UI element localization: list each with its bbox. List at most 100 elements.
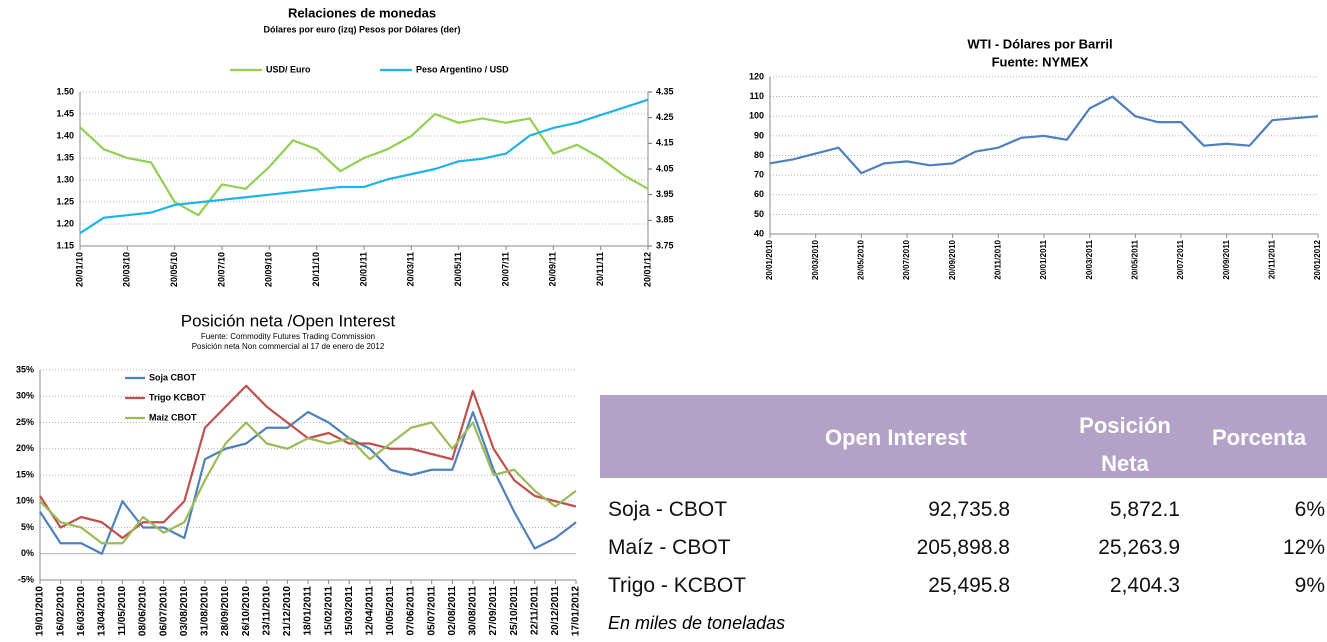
table-cell: 92,735.8: [928, 498, 1010, 521]
y-tick-label: 60: [754, 189, 764, 199]
chart-subtitle: Dólares por euro (izq) Pesos por Dólares…: [263, 24, 460, 34]
y-tick-label: 1.20: [56, 218, 74, 228]
chart-title: Posición neta /Open Interest: [181, 311, 396, 330]
chart-subtitle: Fuente: NYMEX: [992, 54, 1089, 69]
x-tick-label: 20/01/2011: [1039, 239, 1048, 279]
y2-tick-label: 3.75: [656, 240, 674, 250]
x-tick-label: 17/01/2012: [571, 586, 582, 636]
table-cell: 9%: [1294, 574, 1325, 597]
x-tick-label: 20/03/2010: [811, 239, 820, 280]
y-tick-label: 1.30: [56, 174, 74, 184]
y-tick-label: 1.35: [56, 152, 74, 162]
x-tick-label: 11/05/2010: [117, 586, 128, 636]
chart-subtitle: Fuente: Commodity Futures Trading Commis…: [201, 332, 375, 341]
x-tick-label: 20/03/11: [406, 252, 416, 287]
header-cell: Porcenta: [1212, 425, 1307, 450]
chart-title: WTI - Dólares por Barril: [967, 36, 1112, 51]
y-tick-label: 90: [754, 130, 764, 140]
y-tick-label: 15%: [16, 469, 34, 479]
chart-subtitle: Posición neta Non commercial al 17 de en…: [192, 342, 385, 351]
header-cell: Open Interest: [825, 425, 967, 450]
y2-tick-label: 4.05: [656, 163, 674, 173]
x-tick-label: 07/06/2011: [406, 586, 417, 636]
x-tick-label: 21/12/2010: [282, 586, 293, 636]
x-tick-label: 20/11/2010: [993, 239, 1002, 279]
x-tick-label: 26/10/2010: [241, 586, 252, 636]
x-tick-label: 20/05/10: [169, 252, 179, 287]
y-tick-label: -5%: [18, 574, 34, 584]
table-cell: 25,495.8: [928, 574, 1010, 597]
series-line: [769, 95, 1319, 175]
table-note: En miles de toneladas: [608, 613, 786, 633]
x-tick-label: 05/07/2011: [426, 586, 437, 636]
y-tick-label: 35%: [16, 364, 34, 374]
x-tick-label: 20/09/2011: [1222, 239, 1231, 279]
x-tick-label: 20/01/2010: [765, 239, 774, 280]
x-tick-label: 20/01/10: [74, 252, 84, 287]
x-tick-label: 20/09/10: [264, 252, 274, 287]
chart-title: Relaciones de monedas: [288, 5, 436, 20]
x-tick-label: 15/03/2011: [344, 586, 355, 636]
y-tick-label: 100: [749, 111, 764, 121]
x-tick-label: 12/04/2011: [364, 586, 375, 636]
header-cell: Posición Neta: [1079, 413, 1171, 476]
x-tick-label: 22/11/2011: [529, 586, 540, 635]
y2-tick-label: 4.35: [656, 86, 674, 96]
x-tick-label: 30/08/2011: [468, 586, 479, 636]
y-tick-label: 0%: [21, 548, 34, 558]
row-label: Trigo - KCBOT: [608, 574, 747, 597]
x-tick-label: 10/05/2011: [385, 586, 396, 636]
legend-label: Peso Argentino / USD: [416, 64, 509, 74]
table-cell: 5,872.1: [1109, 498, 1180, 521]
x-tick-label: 16/02/2010: [55, 586, 66, 636]
y-tick-label: 40: [754, 228, 764, 238]
y-tick-label: 1.45: [56, 108, 74, 118]
x-tick-label: 20/03/10: [122, 252, 132, 287]
table-cell: 12%: [1282, 536, 1325, 559]
table-cell: 205,898.8: [916, 536, 1010, 559]
x-tick-label: 20/09/2010: [948, 239, 957, 280]
y-tick-label: 10%: [16, 496, 34, 506]
x-tick-label: 20/01/11: [358, 252, 368, 287]
x-tick-label: 16/03/2010: [76, 586, 87, 636]
y-tick-label: 120: [749, 71, 764, 81]
x-tick-label: 20/11/2011: [1267, 239, 1276, 279]
x-tick-label: 20/05/2011: [1130, 239, 1139, 279]
series-line: [79, 112, 649, 217]
x-tick-label: 20/03/2011: [1085, 239, 1094, 279]
x-tick-label: 20/07/10: [216, 252, 226, 287]
y2-tick-label: 4.15: [656, 138, 674, 148]
x-tick-label: 20/07/2011: [1176, 239, 1185, 279]
x-tick-label: 20/11/10: [311, 252, 321, 287]
x-tick-label: 08/06/2010: [138, 586, 149, 636]
legend-label: Soja CBOT: [149, 372, 197, 382]
x-tick-label: 20/12/2011: [550, 586, 561, 636]
y-tick-label: 30%: [16, 391, 34, 401]
table-cell: 6%: [1294, 498, 1325, 521]
x-tick-label: 20/11/11: [595, 252, 605, 286]
row-label: Maíz - CBOT: [608, 536, 731, 559]
x-tick-label: 18/01/2011: [303, 586, 314, 636]
y2-tick-label: 4.25: [656, 112, 674, 122]
x-tick-label: 20/01/12: [642, 252, 652, 287]
y2-tick-label: 3.85: [656, 215, 674, 225]
table: Open Interest Posición Neta Porcenta Soj…: [600, 395, 1327, 642]
y-tick-label: 80: [754, 150, 764, 160]
row-label: Soja - CBOT: [608, 498, 728, 521]
x-tick-label: 23/11/2010: [261, 586, 272, 636]
y-tick-label: 1.50: [56, 86, 74, 96]
x-tick-label: 20/05/11: [453, 252, 463, 287]
x-tick-label: 15/02/2011: [323, 586, 334, 636]
x-tick-label: 19/01/2010: [35, 586, 46, 636]
x-tick-label: 20/07/2010: [902, 239, 911, 280]
series-line: [79, 98, 649, 235]
legend-label: Trigo KCBOT: [149, 392, 206, 402]
y-tick-label: 5%: [21, 522, 34, 532]
x-tick-label: 25/10/2011: [509, 586, 520, 636]
series-line: [39, 410, 577, 555]
legend-label: USD/ Euro: [266, 64, 311, 74]
table-cell: 25,263.9: [1098, 536, 1180, 559]
header-band: [600, 395, 1327, 478]
